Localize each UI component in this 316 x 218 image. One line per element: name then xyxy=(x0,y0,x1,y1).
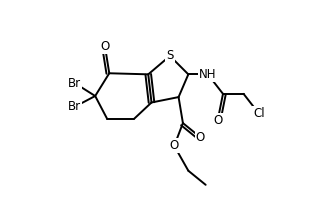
Text: S: S xyxy=(166,49,173,62)
Text: NH: NH xyxy=(199,68,216,81)
Text: O: O xyxy=(170,139,179,152)
Text: Br: Br xyxy=(68,100,81,113)
Text: O: O xyxy=(196,131,205,144)
Text: Cl: Cl xyxy=(253,107,264,120)
Text: O: O xyxy=(213,114,222,127)
Text: Br: Br xyxy=(68,77,81,90)
Text: O: O xyxy=(100,40,110,53)
